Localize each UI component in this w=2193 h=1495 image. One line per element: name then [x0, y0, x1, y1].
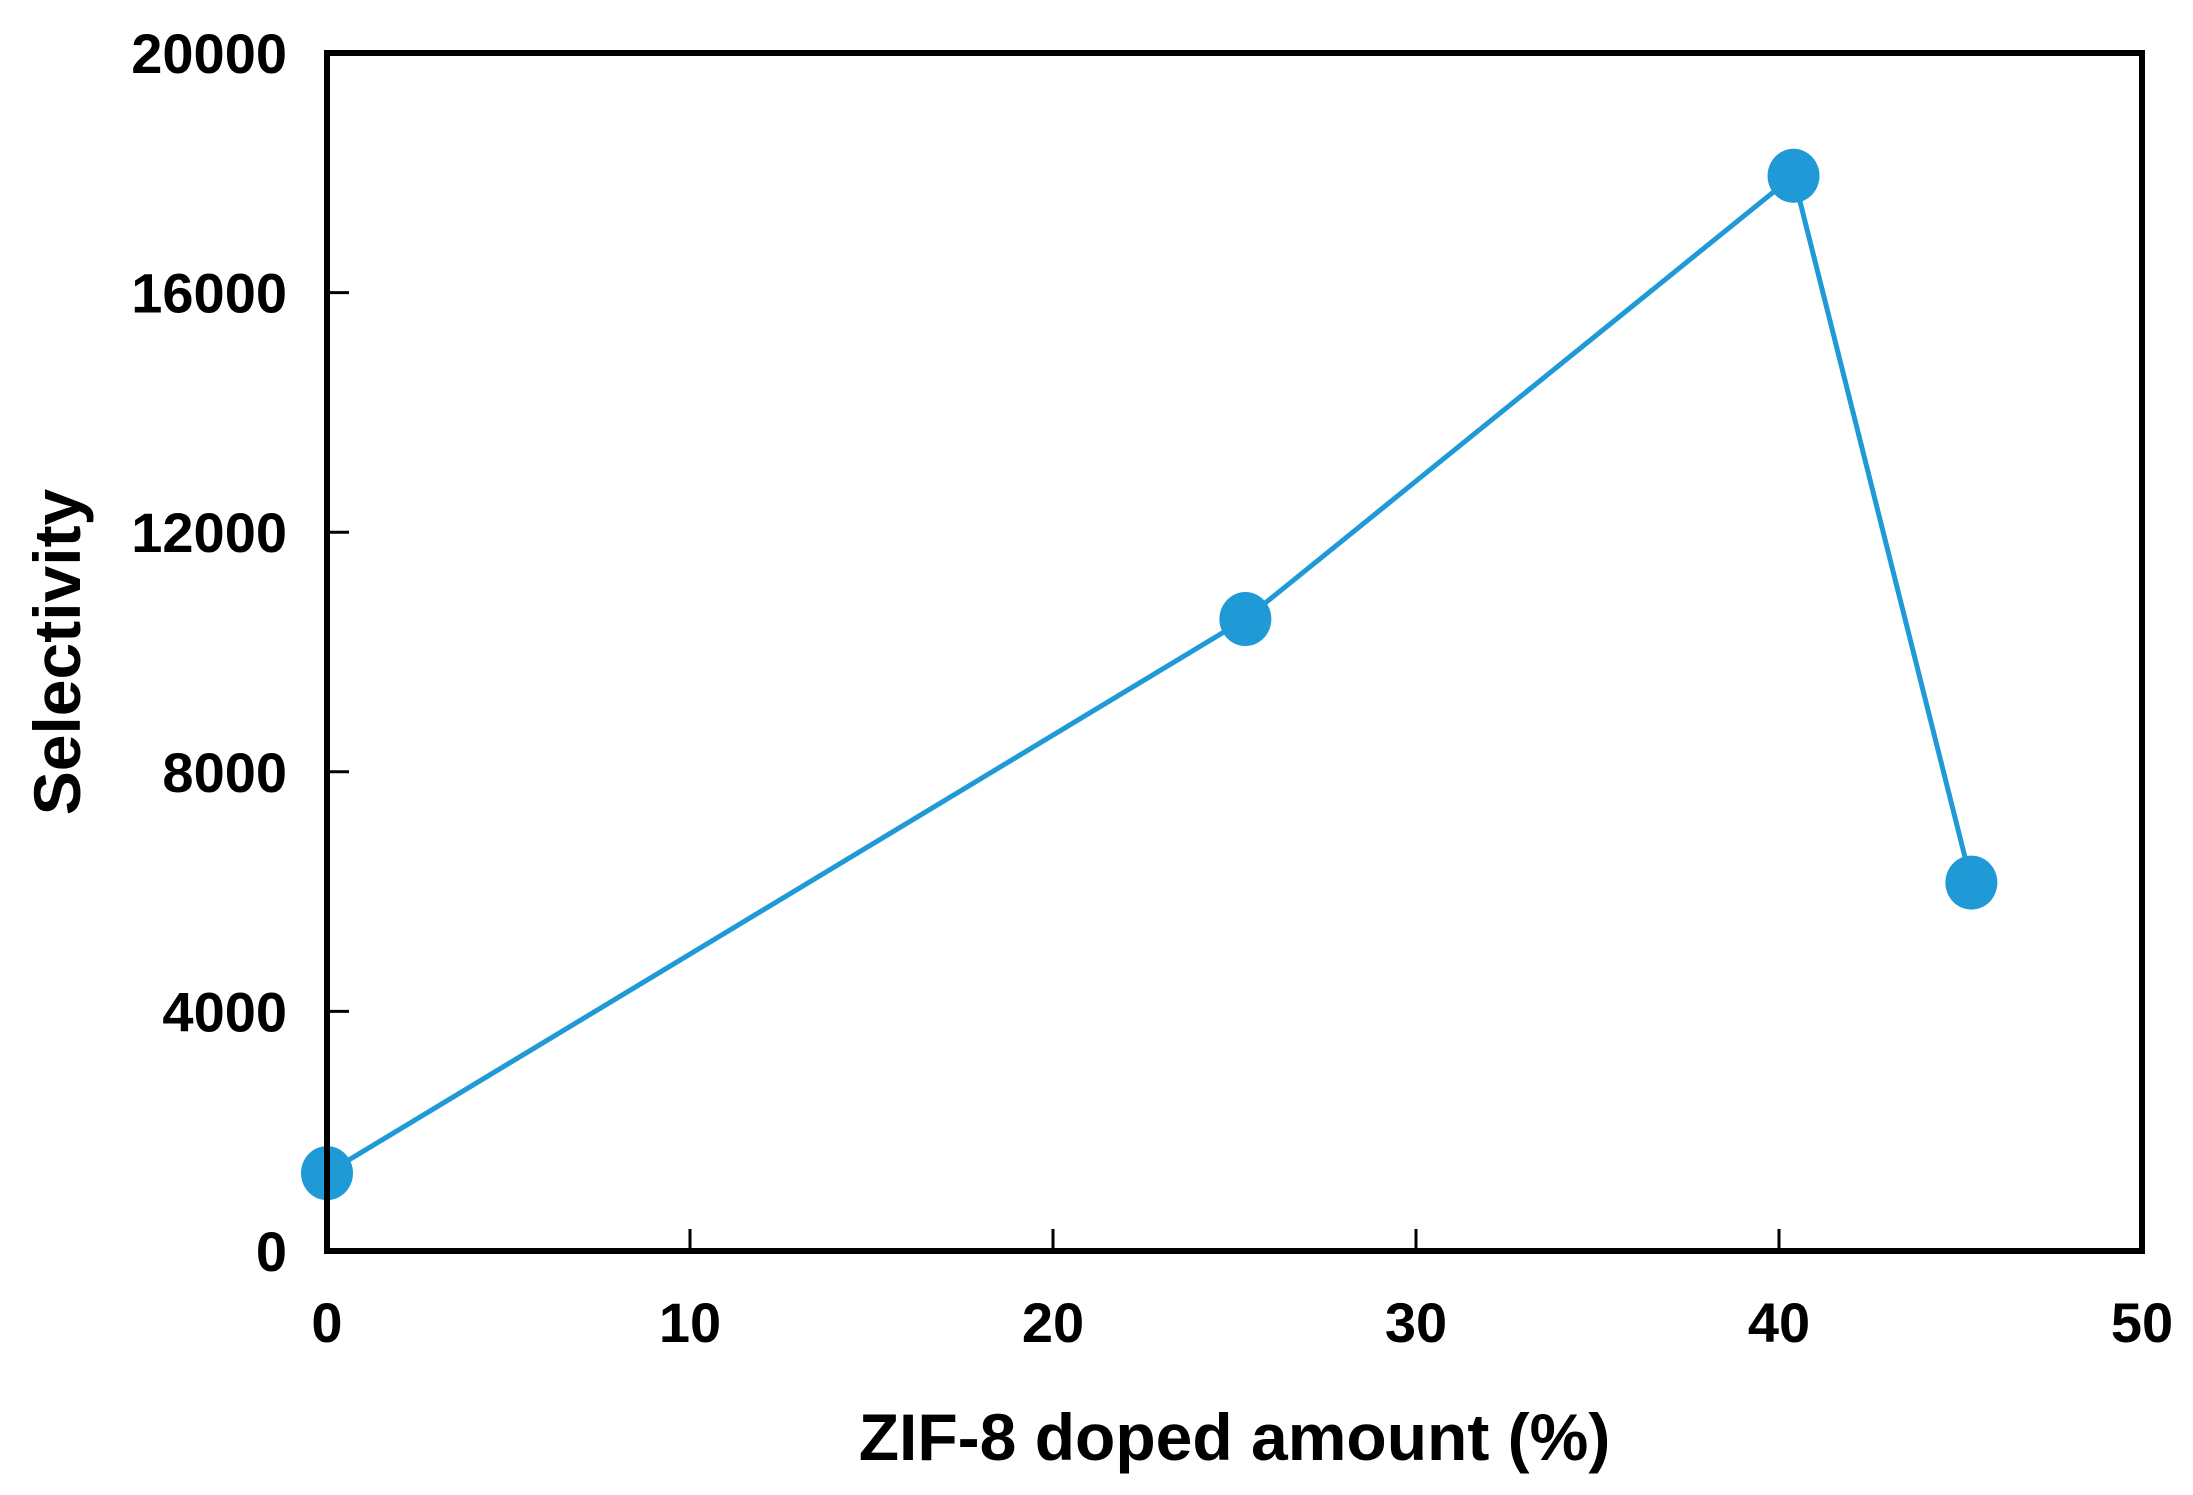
x-tick-label: 20	[1022, 1291, 1084, 1354]
series-line	[325, 173, 1974, 1176]
y-axis-ticks	[327, 51, 349, 1253]
x-tick-label: 10	[659, 1291, 721, 1354]
y-axis-title: Selectivity	[20, 488, 94, 815]
data-point	[1767, 148, 1820, 203]
x-axis-title: ZIF-8 doped amount (%)	[859, 1400, 1611, 1474]
x-axis-ticks	[325, 1229, 2144, 1251]
x-tick-label: 0	[311, 1291, 342, 1354]
x-tick-label: 50	[2111, 1291, 2173, 1354]
y-tick-label: 16000	[131, 262, 287, 325]
data-point	[1945, 855, 1998, 910]
x-tick-label: 40	[1748, 1291, 1810, 1354]
y-tick-label: 4000	[162, 980, 287, 1043]
plot-frame	[324, 50, 2145, 1254]
y-axis-tick-labels: 0 4000 8000 12000 16000 20000	[131, 22, 287, 1283]
series-layer	[301, 148, 1998, 1201]
y-tick-label: 0	[256, 1220, 287, 1283]
y-tick-label: 12000	[131, 501, 287, 564]
x-axis-tick-labels: 0 10 20 30 40 50	[311, 1291, 2173, 1354]
x-tick-label: 30	[1385, 1291, 1447, 1354]
y-tick-label: 20000	[131, 22, 287, 85]
data-point	[1219, 592, 1272, 647]
y-tick-label: 8000	[162, 741, 287, 804]
